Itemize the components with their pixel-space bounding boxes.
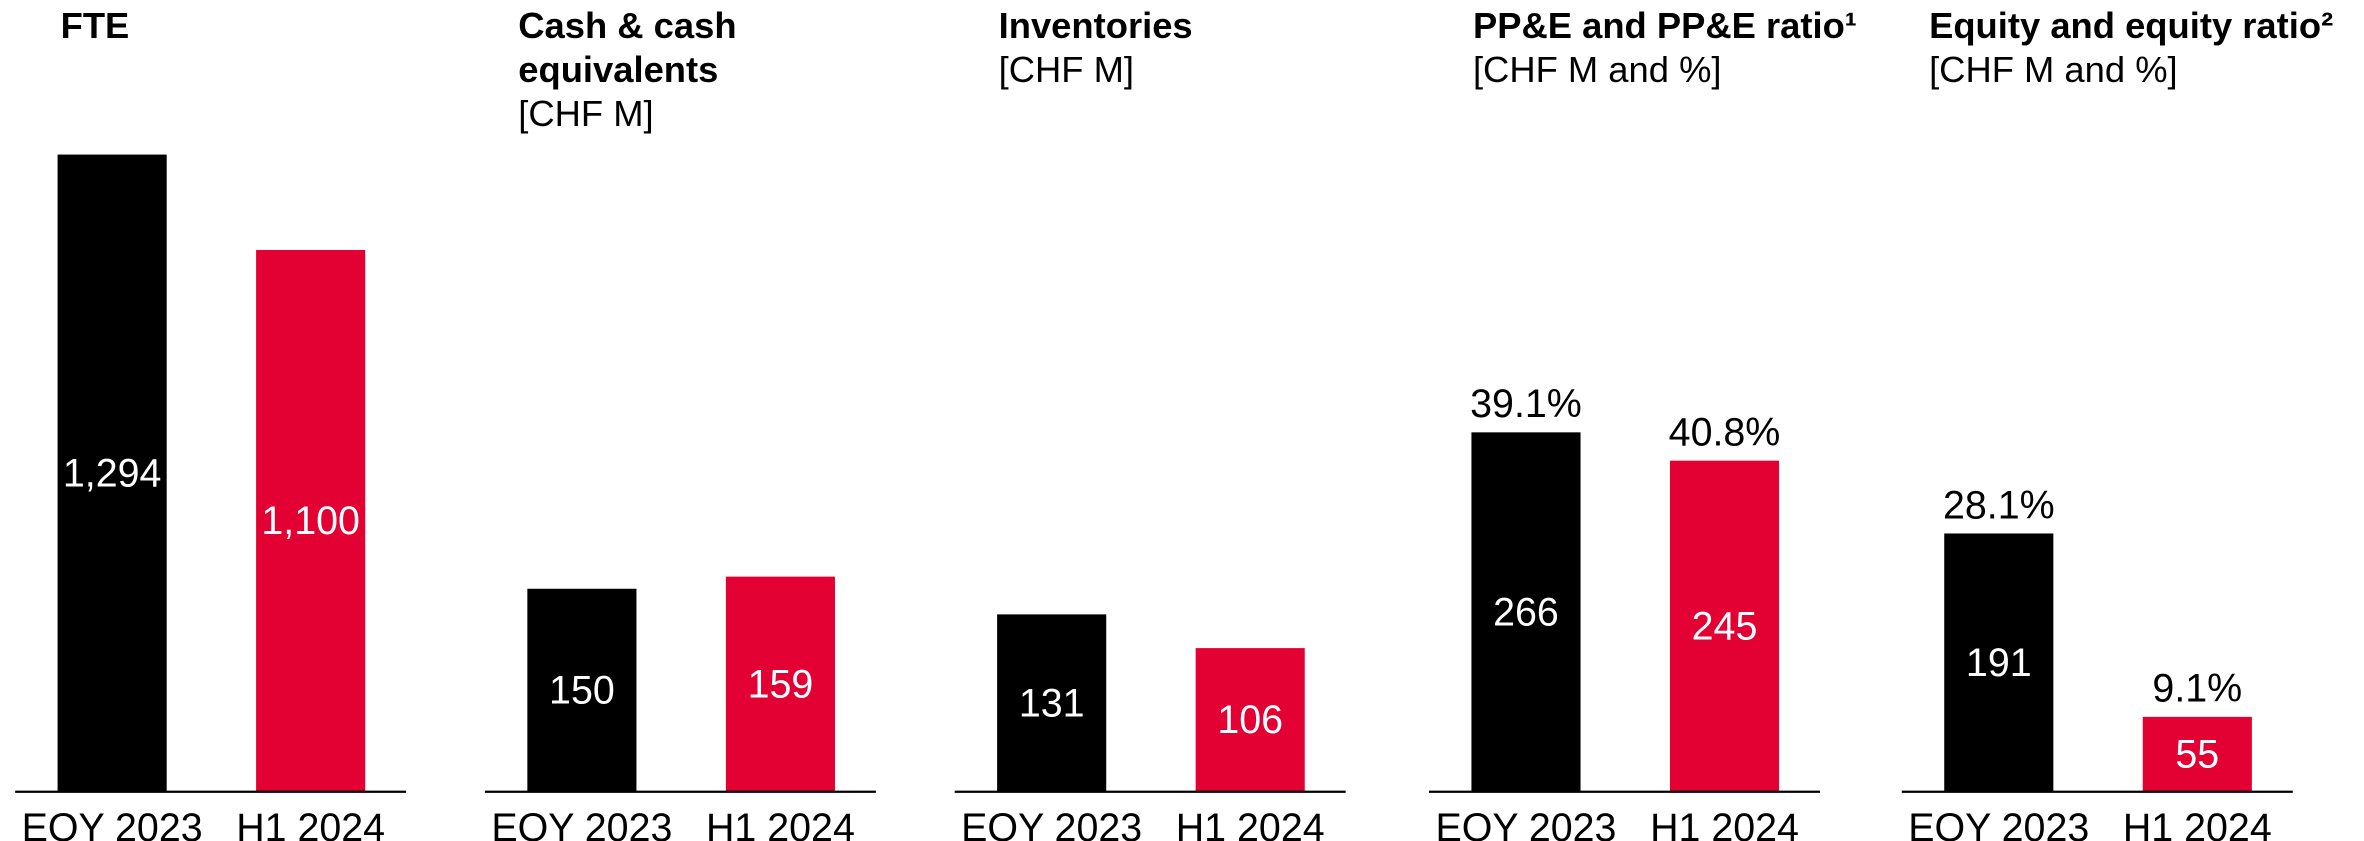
chart-title: Equity and equity ratio² bbox=[1929, 6, 2334, 47]
x-tick-label: EOY 2023 bbox=[961, 806, 1142, 841]
x-tick-label: EOY 2023 bbox=[22, 806, 203, 841]
bar bbox=[1944, 533, 2054, 792]
ratio-label: 28.1% bbox=[1943, 483, 2055, 527]
value-label: 1,294 bbox=[63, 451, 162, 495]
x-tick-label: H1 2024 bbox=[2123, 806, 2272, 841]
ratio-label: 9.1% bbox=[2152, 667, 2242, 711]
value-label: 131 bbox=[1019, 681, 1085, 725]
bar bbox=[256, 249, 366, 792]
value-label: 266 bbox=[1493, 590, 1559, 634]
value-label: 1,100 bbox=[261, 499, 360, 543]
chart-title: Cash & cash equivalents bbox=[518, 6, 737, 91]
value-label: 245 bbox=[1692, 604, 1758, 648]
bar bbox=[1195, 648, 1305, 792]
chart-title: Inventories bbox=[998, 6, 1193, 47]
x-tick-label: EOY 2023 bbox=[1908, 806, 2089, 841]
value-label: 191 bbox=[1966, 641, 2032, 685]
chart-subtitle: [CHF M] bbox=[518, 93, 654, 135]
x-tick-label: EOY 2023 bbox=[491, 806, 672, 841]
bar bbox=[997, 614, 1107, 792]
chart-subtitle: [CHF M and %] bbox=[1472, 50, 1722, 91]
bar bbox=[1471, 432, 1581, 792]
chart-subtitle: [CHF M and %] bbox=[1929, 50, 2178, 91]
chart-title: FTE bbox=[60, 6, 130, 47]
value-label: 159 bbox=[748, 662, 814, 706]
value-label: 150 bbox=[549, 669, 615, 713]
x-tick-label: H1 2024 bbox=[1650, 806, 1799, 841]
bar bbox=[2142, 716, 2252, 792]
bar bbox=[725, 576, 835, 792]
x-tick-label: H1 2024 bbox=[706, 806, 855, 841]
bar bbox=[1669, 460, 1780, 792]
ratio-label: 39.1% bbox=[1470, 382, 1582, 426]
bar bbox=[527, 588, 637, 792]
chart-title: PP&E and PP&E ratio¹ bbox=[1472, 6, 1857, 47]
x-tick-label: EOY 2023 bbox=[1435, 806, 1616, 841]
x-tick-label: H1 2024 bbox=[1176, 806, 1325, 841]
value-label: 106 bbox=[1217, 698, 1283, 742]
chart-subtitle: [CHF M] bbox=[998, 50, 1135, 91]
x-tick-label: H1 2024 bbox=[236, 806, 385, 841]
ratio-label: 40.8% bbox=[1669, 411, 1781, 455]
bar bbox=[57, 154, 167, 792]
value-label: 55 bbox=[2175, 733, 2219, 777]
